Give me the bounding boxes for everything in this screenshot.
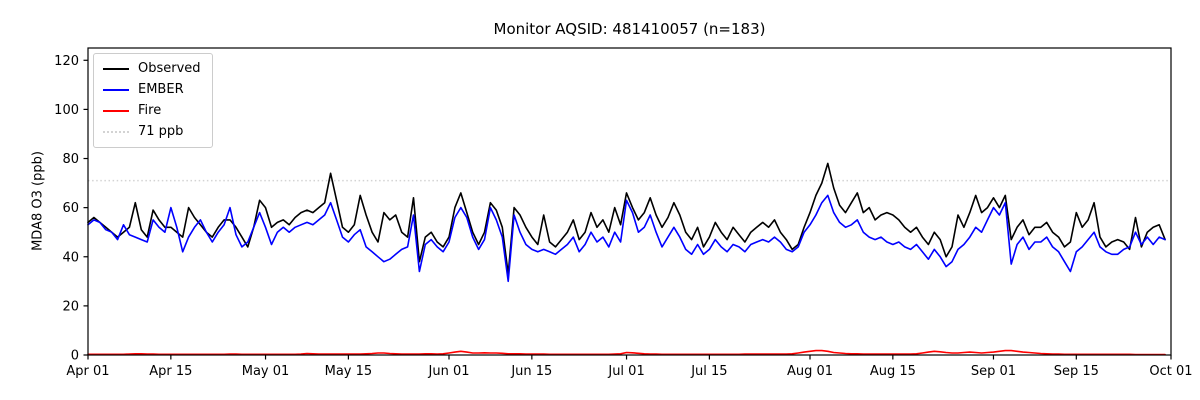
legend-item-71-ppb: 71 ppb [103, 124, 201, 140]
legend-item-observed: Observed [103, 61, 201, 77]
legend-item-fire: Fire [103, 103, 201, 119]
y-axis-label: MDA8 O3 (ppb) [30, 151, 46, 251]
y-tick-label: 0 [71, 349, 79, 364]
y-tick-label: 120 [54, 54, 79, 69]
legend-swatch-line [103, 89, 129, 91]
x-tick-label: May 01 [242, 364, 290, 379]
x-tick-label: Sep 01 [971, 364, 1016, 379]
legend-swatch-line [103, 68, 129, 70]
x-tick-label: Jun 01 [428, 364, 470, 379]
legend-label: Fire [138, 103, 162, 118]
y-tick-label: 40 [62, 250, 79, 265]
legend-swatch-line [103, 110, 129, 112]
legend-item-ember: EMBER [103, 82, 201, 98]
plot-border [87, 47, 1172, 356]
ember-line [87, 194, 1166, 283]
x-tick-label: Sep 15 [1054, 364, 1099, 379]
fire-line [87, 349, 1166, 356]
x-tick-label: Apr 01 [66, 364, 109, 379]
x-tick-label: Jul 01 [607, 364, 644, 379]
x-tick-label: Aug 01 [787, 364, 833, 379]
y-tick-label: 100 [54, 103, 79, 118]
legend-label: EMBER [138, 82, 184, 97]
chart-title: Monitor AQSID: 481410057 (n=183) [493, 20, 766, 38]
y-tick-label: 60 [62, 201, 79, 216]
x-tick-label: Oct 01 [1149, 364, 1192, 379]
y-tick-label: 20 [62, 299, 79, 314]
x-tick-label: Jul 15 [690, 364, 727, 379]
x-tick-label: Aug 15 [870, 364, 916, 379]
y-tick-label: 80 [62, 152, 79, 167]
legend-swatch-dotted-line [103, 131, 129, 133]
x-tick-label: Jun 15 [510, 364, 552, 379]
observed-line [87, 162, 1166, 275]
x-tick-label: Apr 15 [149, 364, 192, 379]
x-tick-label: May 15 [325, 364, 373, 379]
legend-box: Observed EMBER Fire 71 ppb [93, 53, 213, 148]
legend-label: Observed [138, 61, 201, 76]
legend-label: 71 ppb [138, 124, 184, 139]
